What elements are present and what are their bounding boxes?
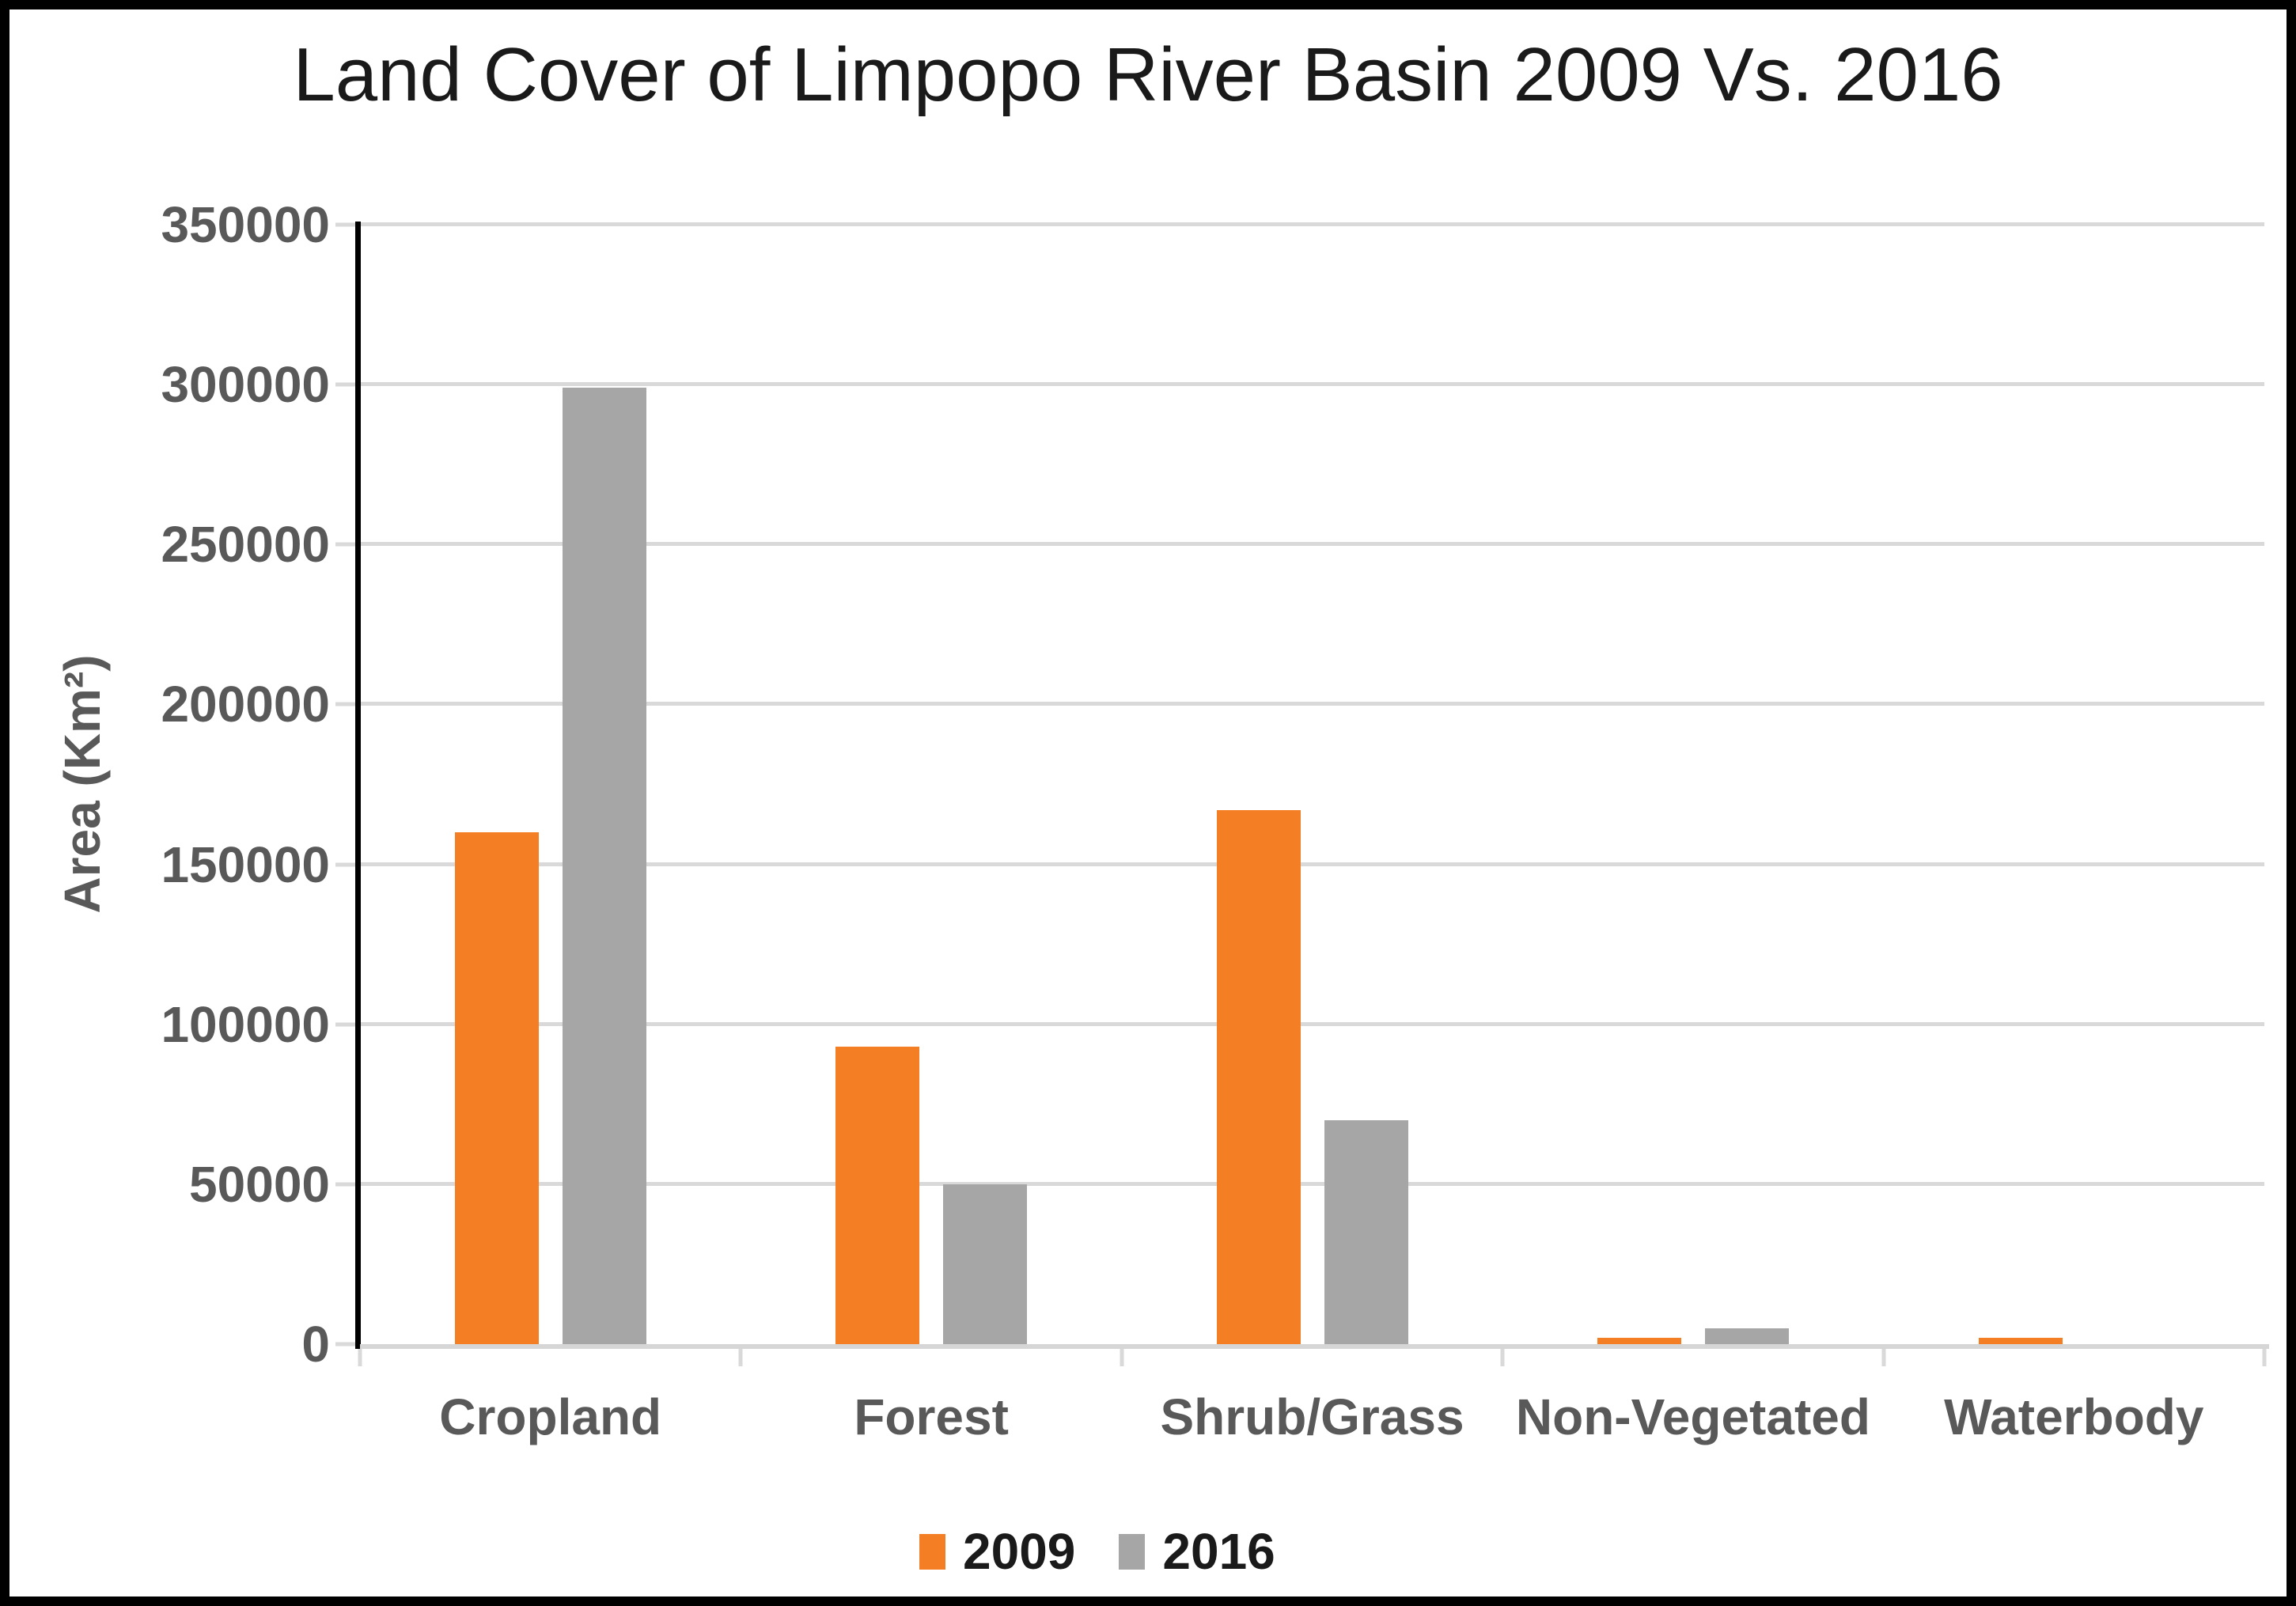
legend-swatch-2009 (919, 1533, 945, 1570)
bar-2009-forest (835, 1047, 920, 1344)
gridline-300000 (360, 382, 2264, 387)
x-axis-category-label-cropland: Cropland (439, 1388, 662, 1445)
y-axis-tick-label-0: 0 (301, 1316, 330, 1373)
y-axis-tick-label-150000: 150000 (161, 835, 330, 893)
x-axis-category-label-forest: Forest (854, 1388, 1009, 1445)
bar-group-cropland (360, 225, 741, 1344)
x-axis-category-label-shrub-grass: Shrub/Grass (1160, 1388, 1464, 1445)
bar-2016-shrub-grass (1324, 1120, 1408, 1344)
y-axis-tick (335, 222, 355, 227)
chart-title: Land Cover of Limpopo River Basin 2009 V… (293, 32, 2003, 117)
y-axis-tick-label-50000: 50000 (189, 1155, 330, 1213)
x-axis-ticks (358, 1349, 2267, 1366)
x-axis-tick (1500, 1349, 1505, 1366)
bar-2009-non-vegetated (1597, 1337, 1682, 1344)
y-axis-tick (335, 702, 355, 706)
bar-group-shrub-grass (1122, 225, 1502, 1344)
x-axis-category-labels: Cropland Forest Shrub/Grass Non-Vegetated Wa… (360, 1388, 2264, 1446)
legend: 2009 2016 (919, 1522, 1275, 1581)
bar-group-non-vegetated (1502, 225, 1883, 1344)
y-axis-tick-label-300000: 300000 (161, 356, 330, 414)
gridline-150000 (360, 862, 2264, 866)
x-axis-tick (738, 1349, 743, 1366)
legend-label-2016: 2016 (1162, 1523, 1275, 1580)
bar-2016-non-vegetated (1705, 1328, 1790, 1344)
y-axis-tick (335, 1342, 355, 1347)
legend-label-2009: 2009 (963, 1523, 1076, 1580)
y-axis-tick-labels: 0 50000 100000 150000 200000 250000 300000 3500… (9, 196, 330, 1373)
legend-item-2009: 2009 (919, 1522, 1075, 1581)
bar-group-waterbody (1884, 225, 2264, 1344)
gridline-50000 (360, 1181, 2264, 1186)
legend-item-2016: 2016 (1119, 1522, 1275, 1581)
x-axis-tick (2262, 1349, 2267, 1366)
bar-2009-cropland (455, 832, 539, 1344)
y-axis-tick (335, 1022, 355, 1027)
y-axis-tick-label-100000: 100000 (161, 995, 330, 1053)
x-axis-category-label-non-vegetated: Non-Vegetated (1515, 1388, 1870, 1445)
gridline-250000 (360, 542, 2264, 547)
y-axis-tick-label-250000: 250000 (161, 516, 330, 574)
y-axis-tick-label-350000: 350000 (161, 196, 330, 253)
bar-2009-shrub-grass (1216, 809, 1301, 1344)
bar-group-forest (741, 225, 1121, 1344)
legend-swatch-2016 (1119, 1533, 1146, 1570)
x-axis-tick (358, 1349, 362, 1366)
bar-2009-waterbody (1978, 1337, 2063, 1344)
y-axis-ticks (335, 222, 355, 1347)
y-axis-line (355, 222, 361, 1349)
y-axis-tick (335, 382, 355, 387)
bar-2016-forest (943, 1184, 1028, 1344)
gridline-200000 (360, 702, 2264, 706)
x-axis-category-label-waterbody: Waterbody (1944, 1388, 2204, 1445)
y-axis-tick (335, 862, 355, 867)
x-axis-line (360, 1344, 2269, 1349)
y-axis-tick (335, 542, 355, 547)
plot-area (360, 222, 2264, 1344)
y-axis-tick (335, 1182, 355, 1187)
bar-2016-cropland (563, 388, 646, 1344)
x-axis-tick (1120, 1349, 1124, 1366)
y-axis-tick-label-200000: 200000 (161, 676, 330, 733)
x-axis-tick (1881, 1349, 1886, 1366)
gridline-350000 (360, 222, 2264, 226)
gridline-100000 (360, 1021, 2264, 1026)
